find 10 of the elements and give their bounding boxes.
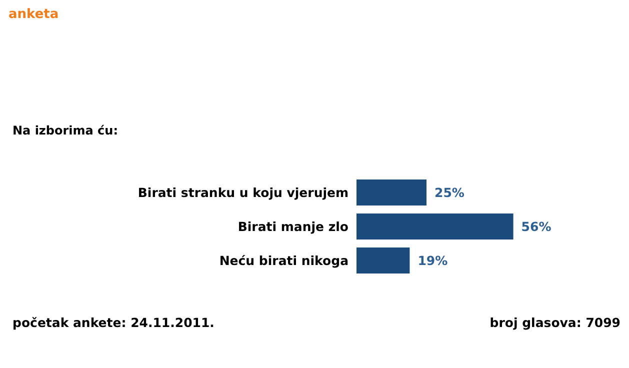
text: početak ankete: 24.11.2011.: [12, 315, 214, 330]
text: Na izborima ću:: [12, 124, 118, 138]
text: broj glasova: 7099: [490, 315, 621, 330]
data-label: 25%: [434, 185, 465, 200]
data-label: 56%: [521, 219, 552, 234]
y-tick-label: Neću birati nikoga: [219, 253, 349, 268]
y-tick-label: Birati stranku u koju vjerujem: [138, 185, 349, 200]
data-label: 19%: [418, 253, 448, 268]
text: anketa: [8, 7, 59, 22]
y-tick-label: Birati manje zlo: [238, 219, 349, 234]
